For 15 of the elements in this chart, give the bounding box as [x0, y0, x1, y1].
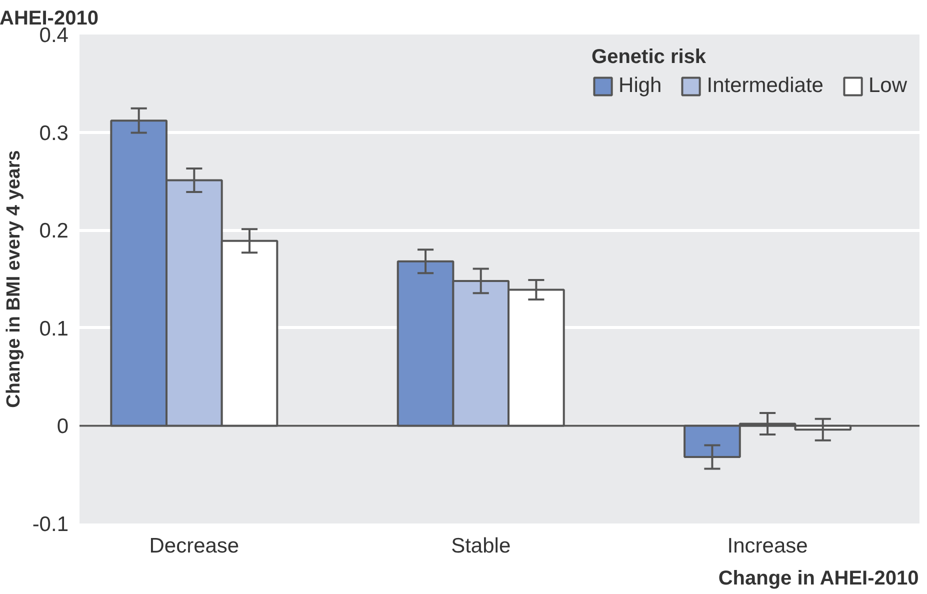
y-tick-label: 0.3 [39, 122, 69, 145]
legend-label: Intermediate [706, 74, 824, 98]
x-tick-label: Decrease [149, 534, 240, 558]
y-tick-label: -0.1 [32, 513, 68, 536]
y-tick-label: 0.2 [39, 220, 69, 243]
legend-label: Low [868, 74, 907, 98]
legend-label: High [618, 74, 662, 98]
y-axis-title: Change in BMI every 4 years [3, 150, 24, 408]
y-tick-label: 0.4 [39, 24, 69, 47]
y-tick-label: 0.1 [39, 317, 69, 340]
x-tick-label: Stable [451, 534, 511, 558]
legend-title: Genetic risk [592, 46, 708, 69]
x-tick-label: Increase [727, 534, 808, 558]
y-tick-label: 0 [56, 415, 69, 438]
x-axis-title: Change in AHEI-2010 [718, 568, 919, 590]
